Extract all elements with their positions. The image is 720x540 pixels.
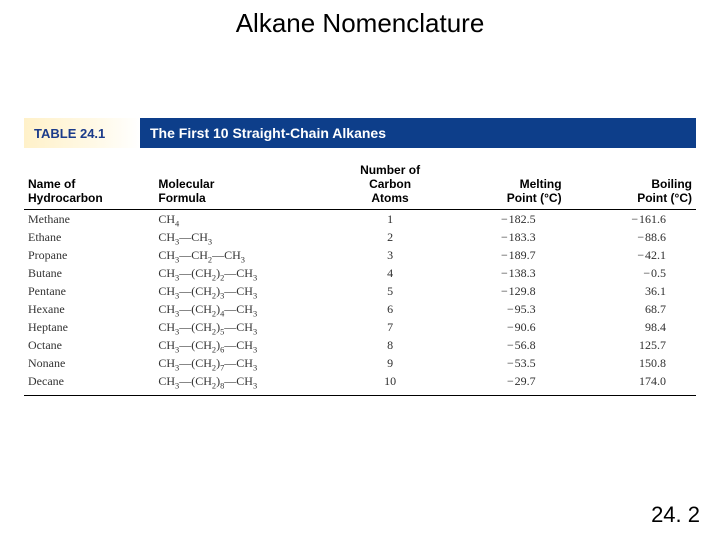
table-banner: TABLE 24.1 The First 10 Straight-Chain A… xyxy=(24,118,696,148)
cell-formula: CH3—(CH2)7—CH3 xyxy=(154,354,345,372)
table-row: MethaneCH41−182.5−161.6 xyxy=(24,210,696,229)
alkanes-table: Name ofHydrocarbon MolecularFormula Numb… xyxy=(24,158,696,396)
cell-bp: 125.7 xyxy=(566,336,696,354)
cell-bp: −42.1 xyxy=(566,246,696,264)
cell-formula: CH4 xyxy=(154,210,345,229)
cell-bp: 98.4 xyxy=(566,318,696,336)
cell-mp: −183.3 xyxy=(435,228,565,246)
table-row: PentaneCH3—(CH2)3—CH35−129.836.1 xyxy=(24,282,696,300)
cell-carbons: 7 xyxy=(345,318,435,336)
cell-mp: −56.8 xyxy=(435,336,565,354)
slide-title: Alkane Nomenclature xyxy=(0,8,720,39)
cell-carbons: 4 xyxy=(345,264,435,282)
table-header: Name ofHydrocarbon MolecularFormula Numb… xyxy=(24,158,696,210)
cell-formula: CH3—(CH2)6—CH3 xyxy=(154,336,345,354)
table-row: HeptaneCH3—(CH2)5—CH37−90.698.4 xyxy=(24,318,696,336)
cell-bp: 68.7 xyxy=(566,300,696,318)
cell-name: Heptane xyxy=(24,318,154,336)
cell-mp: −129.8 xyxy=(435,282,565,300)
table-row: HexaneCH3—(CH2)4—CH36−95.368.7 xyxy=(24,300,696,318)
col-name-header: Name ofHydrocarbon xyxy=(24,158,154,210)
col-bp-header: BoilingPoint (°C) xyxy=(566,158,696,210)
table-row: ButaneCH3—(CH2)2—CH34−138.3−0.5 xyxy=(24,264,696,282)
cell-mp: −29.7 xyxy=(435,372,565,395)
cell-mp: −90.6 xyxy=(435,318,565,336)
cell-carbons: 9 xyxy=(345,354,435,372)
cell-formula: CH3—(CH2)2—CH3 xyxy=(154,264,345,282)
table-caption: The First 10 Straight-Chain Alkanes xyxy=(140,118,696,148)
cell-bp: −88.6 xyxy=(566,228,696,246)
cell-formula: CH3—(CH2)3—CH3 xyxy=(154,282,345,300)
cell-mp: −138.3 xyxy=(435,264,565,282)
table-row: DecaneCH3—(CH2)8—CH310−29.7174.0 xyxy=(24,372,696,395)
cell-mp: −95.3 xyxy=(435,300,565,318)
cell-name: Hexane xyxy=(24,300,154,318)
cell-name: Propane xyxy=(24,246,154,264)
cell-formula: CH3—(CH2)5—CH3 xyxy=(154,318,345,336)
slide: Alkane Nomenclature TABLE 24.1 The First… xyxy=(0,0,720,540)
table-row: NonaneCH3—(CH2)7—CH39−53.5150.8 xyxy=(24,354,696,372)
col-mp-header: MeltingPoint (°C) xyxy=(435,158,565,210)
cell-name: Ethane xyxy=(24,228,154,246)
cell-carbons: 2 xyxy=(345,228,435,246)
cell-carbons: 5 xyxy=(345,282,435,300)
col-formula-header: MolecularFormula xyxy=(154,158,345,210)
cell-name: Decane xyxy=(24,372,154,395)
page-number: 24. 2 xyxy=(651,502,700,528)
cell-bp: 36.1 xyxy=(566,282,696,300)
cell-bp: 150.8 xyxy=(566,354,696,372)
cell-carbons: 10 xyxy=(345,372,435,395)
cell-carbons: 3 xyxy=(345,246,435,264)
cell-bp: 174.0 xyxy=(566,372,696,395)
cell-mp: −189.7 xyxy=(435,246,565,264)
table-body: MethaneCH41−182.5−161.6EthaneCH3—CH32−18… xyxy=(24,210,696,396)
cell-name: Butane xyxy=(24,264,154,282)
cell-name: Octane xyxy=(24,336,154,354)
table-label: TABLE 24.1 xyxy=(24,118,140,148)
cell-name: Methane xyxy=(24,210,154,229)
cell-formula: CH3—(CH2)8—CH3 xyxy=(154,372,345,395)
cell-name: Nonane xyxy=(24,354,154,372)
table-row: PropaneCH3—CH2—CH33−189.7−42.1 xyxy=(24,246,696,264)
cell-carbons: 1 xyxy=(345,210,435,229)
table-row: EthaneCH3—CH32−183.3−88.6 xyxy=(24,228,696,246)
cell-carbons: 6 xyxy=(345,300,435,318)
cell-mp: −182.5 xyxy=(435,210,565,229)
col-carbons-header: Number ofCarbonAtoms xyxy=(345,158,435,210)
cell-mp: −53.5 xyxy=(435,354,565,372)
cell-carbons: 8 xyxy=(345,336,435,354)
cell-formula: CH3—CH3 xyxy=(154,228,345,246)
cell-formula: CH3—(CH2)4—CH3 xyxy=(154,300,345,318)
table-figure: TABLE 24.1 The First 10 Straight-Chain A… xyxy=(24,118,696,396)
table-row: OctaneCH3—(CH2)6—CH38−56.8125.7 xyxy=(24,336,696,354)
cell-name: Pentane xyxy=(24,282,154,300)
cell-formula: CH3—CH2—CH3 xyxy=(154,246,345,264)
cell-bp: −161.6 xyxy=(566,210,696,229)
cell-bp: −0.5 xyxy=(566,264,696,282)
